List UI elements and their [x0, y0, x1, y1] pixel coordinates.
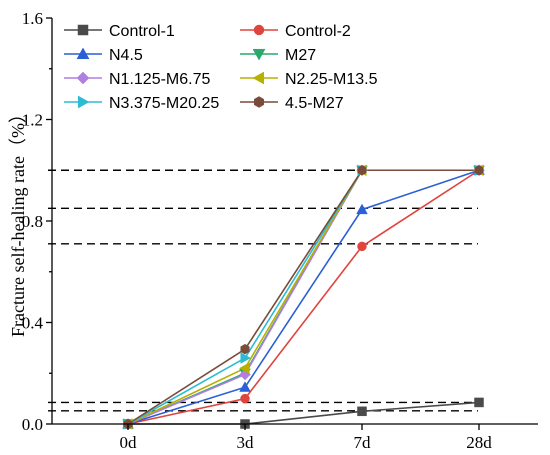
legend-label: N3.375-M20.25 — [109, 95, 219, 112]
y-tick-label: 1.2 — [22, 111, 43, 130]
legend-label: N4.5 — [109, 47, 143, 64]
data-point — [474, 397, 484, 408]
data-point — [240, 352, 251, 364]
y-tick-label: 1.6 — [22, 9, 43, 28]
y-tick-label: 0.8 — [22, 212, 43, 231]
data-point — [357, 406, 367, 417]
x-tick-label: 28d — [466, 433, 492, 452]
data-point — [239, 362, 250, 374]
legend-label: M27 — [285, 47, 316, 64]
series-line — [127, 169, 480, 425]
y-tick-label: 0.0 — [22, 415, 43, 434]
data-point — [239, 381, 251, 392]
legend-label: N1.125-M6.75 — [109, 71, 210, 88]
legend-label: Control-2 — [285, 23, 351, 40]
legend-label: Control-1 — [109, 23, 175, 40]
x-tick-label: 3d — [237, 433, 255, 452]
legend-swatch-marker — [77, 24, 89, 36]
legend-swatch-marker — [252, 71, 265, 85]
legend-swatch-marker — [77, 95, 90, 109]
y-axis-label: Fracture self-healing rate（%） — [8, 105, 28, 337]
legend-label: 4.5-M27 — [285, 95, 344, 112]
legend-label: N2.25-M13.5 — [285, 71, 378, 88]
legend-swatch-marker — [76, 71, 90, 85]
data-point — [357, 165, 367, 176]
data-point — [240, 343, 250, 355]
x-tick-label: 7d — [354, 433, 372, 452]
data-point — [474, 165, 484, 176]
y-tick-label: 0.4 — [22, 314, 44, 333]
x-tick-label: 0d — [120, 433, 138, 452]
y-axis-ticks: 0.0 0.4 0.8 1.2 1.6 — [22, 9, 52, 434]
data-point — [357, 241, 367, 252]
data-point — [356, 203, 368, 215]
series-line — [127, 169, 479, 425]
series-line — [127, 169, 480, 425]
legend: Control-1 Control-2 N4.5 M27 N1.125-M6.75 N2.… — [64, 23, 378, 112]
legend-swatch-marker — [253, 24, 265, 36]
legend-swatch-marker — [252, 48, 266, 61]
legend-swatch-marker — [76, 47, 90, 60]
legend-swatch-marker — [253, 96, 265, 108]
x-axis-ticks: 0d 3d 7d 28d — [120, 424, 492, 452]
data-point — [240, 393, 250, 404]
